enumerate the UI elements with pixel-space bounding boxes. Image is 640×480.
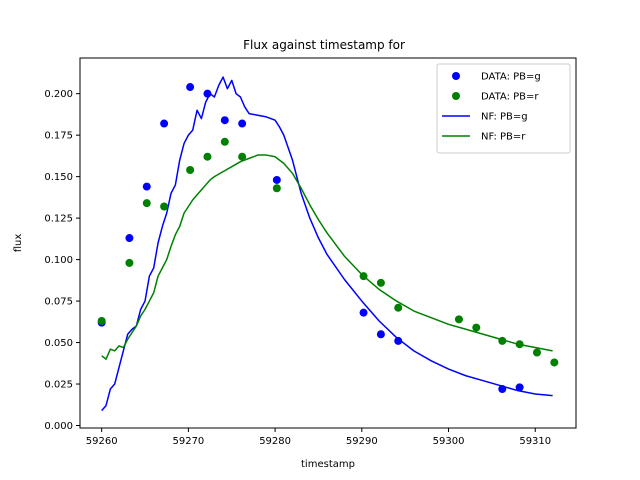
data-point-data-pb-g xyxy=(238,119,247,128)
data-point-data-pb-g xyxy=(498,385,507,394)
series-line-nf-pb-r xyxy=(101,154,553,360)
data-point-data-pb-r xyxy=(142,199,151,208)
y-tick-label: 0.200 xyxy=(44,89,73,100)
plot-frame xyxy=(79,57,577,429)
series-line-nf-pb-g xyxy=(101,76,553,412)
data-point-data-pb-r xyxy=(220,137,229,146)
legend-label-nf-pb-r: NF: PB=r xyxy=(481,132,526,143)
data-point-data-pb-r xyxy=(238,152,247,161)
data-point-data-pb-r xyxy=(160,202,169,211)
data-point-data-pb-r xyxy=(97,316,106,325)
data-point-data-pb-r xyxy=(359,272,368,281)
legend-label-data-pb-r: DATA: PB=r xyxy=(481,92,539,103)
x-axis-title: timestamp xyxy=(301,459,355,470)
y-axis-title: flux xyxy=(13,234,24,253)
x-tick-label: 59310 xyxy=(519,436,551,447)
legend-frame xyxy=(436,63,571,154)
x-tick-label: 59280 xyxy=(259,436,291,447)
legend-label-nf-pb-g: NF: PB=g xyxy=(481,112,528,123)
data-point-data-pb-g xyxy=(203,89,212,98)
x-tick-label: 59260 xyxy=(86,436,118,447)
x-axis: 59260 59270 59280 59290 59300 59310 xyxy=(86,428,551,447)
y-tick-label: 0.150 xyxy=(44,172,73,183)
data-point-data-pb-r xyxy=(472,323,481,332)
data-point-data-pb-g xyxy=(142,182,151,191)
data-point-data-pb-r xyxy=(498,336,507,345)
y-tick-label: 0.000 xyxy=(44,421,73,432)
data-point-data-pb-g xyxy=(125,234,134,243)
data-point-data-pb-r xyxy=(203,152,212,161)
x-tick-label: 59270 xyxy=(172,436,204,447)
data-point-data-pb-r xyxy=(515,340,524,349)
y-tick-label: 0.025 xyxy=(44,380,73,391)
data-point-data-pb-r xyxy=(272,184,281,193)
data-point-data-pb-g xyxy=(376,330,385,339)
chart-title: Flux against timestamp for xyxy=(243,38,405,52)
data-point-data-pb-g xyxy=(272,175,281,184)
data-point-data-pb-g xyxy=(359,308,368,317)
data-point-data-pb-r xyxy=(454,315,463,324)
y-tick-label: 0.050 xyxy=(44,338,73,349)
data-point-data-pb-r xyxy=(532,348,541,357)
data-point-data-pb-r xyxy=(125,258,134,267)
data-point-data-pb-g xyxy=(394,336,403,345)
data-point-data-pb-g xyxy=(220,116,229,125)
legend-label-data-pb-g: DATA: PB=g xyxy=(481,72,541,83)
data-point-data-pb-r xyxy=(376,278,385,287)
data-point-data-pb-g xyxy=(160,119,169,128)
data-point-data-pb-r xyxy=(394,303,403,312)
x-tick-label: 59290 xyxy=(346,436,378,447)
legend-swatch-data-pb-g xyxy=(452,72,460,80)
data-point-data-pb-r xyxy=(550,358,559,367)
y-axis: 0.000 0.025 0.050 0.075 0.100 0.125 0.150 0.175… xyxy=(44,89,80,432)
y-tick-label: 0.100 xyxy=(44,255,73,266)
data-point-data-pb-r xyxy=(186,165,195,174)
data-point-data-pb-g xyxy=(515,383,524,392)
x-tick-label: 59300 xyxy=(433,436,465,447)
legend: DATA: PB=g DATA: PB=r NF: PB=g NF: PB=r xyxy=(436,63,571,154)
data-point-data-pb-g xyxy=(186,83,195,92)
y-tick-label: 0.075 xyxy=(44,297,73,308)
y-tick-label: 0.125 xyxy=(44,214,73,225)
legend-swatch-data-pb-r xyxy=(452,92,460,100)
y-tick-label: 0.175 xyxy=(44,131,73,142)
